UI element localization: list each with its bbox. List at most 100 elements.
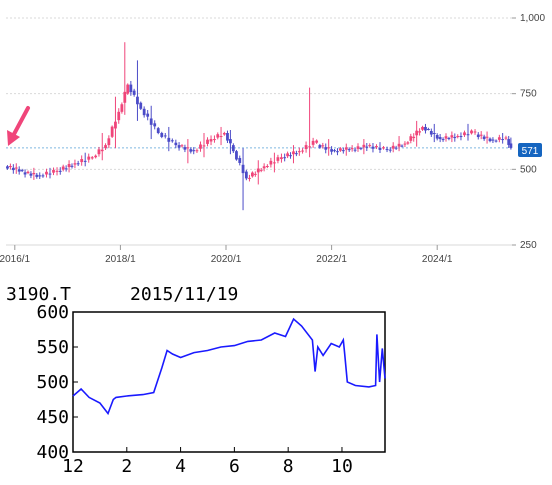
candle-body	[450, 135, 454, 138]
candle-body	[476, 134, 480, 138]
candle-body	[149, 118, 153, 125]
candles	[6, 42, 513, 211]
candle-body	[406, 142, 410, 144]
candle-body	[308, 146, 311, 148]
candle-body	[276, 157, 280, 161]
candle-body	[470, 130, 473, 134]
candle-body	[222, 133, 226, 135]
x-tick-label: 2018/1	[105, 254, 136, 265]
candle-body	[226, 133, 229, 141]
axis-ticks	[72, 311, 343, 453]
candle-body	[97, 149, 101, 155]
candle-body	[371, 146, 375, 149]
candle-body	[286, 153, 289, 157]
x-tick-label: 2020/1	[211, 254, 242, 265]
candle-body	[80, 159, 84, 163]
candle-body	[213, 139, 216, 141]
candle-body	[174, 142, 178, 146]
candle-body	[368, 145, 372, 147]
candle-body	[238, 157, 242, 163]
candle-body	[156, 128, 160, 134]
candle-body	[67, 163, 71, 168]
date-label: 2015/11/19	[130, 284, 238, 305]
candle-body	[136, 96, 139, 105]
candle-body	[409, 136, 413, 141]
candle-body	[107, 138, 111, 146]
candle-body	[132, 90, 136, 95]
candle-body	[403, 143, 407, 145]
x-axis-labels: 12 2 4 6 8 10	[62, 456, 353, 477]
candle-body	[301, 150, 304, 152]
x-tick-label: 10	[331, 456, 353, 477]
candle-body	[509, 143, 513, 148]
candle-body	[485, 136, 489, 138]
candle-body	[339, 148, 342, 151]
left-arrow-icon	[7, 106, 30, 146]
candle-body	[497, 137, 501, 140]
candle-body	[318, 145, 322, 148]
candle-body	[38, 175, 42, 177]
candle-body	[327, 147, 331, 149]
candle-body	[94, 155, 98, 158]
candle-body	[280, 157, 283, 160]
gridlines	[6, 17, 516, 246]
y-tick-label: 500	[36, 372, 69, 393]
candle-body	[142, 108, 146, 116]
candle-body	[382, 147, 385, 149]
candle-body	[9, 166, 12, 168]
candle-body	[219, 136, 223, 138]
y-tick-label: 600	[36, 302, 69, 323]
candle-body	[418, 131, 421, 133]
x-tick-label: 8	[283, 456, 294, 477]
candle-body	[123, 91, 127, 103]
candle-body	[375, 146, 378, 148]
candle-body	[315, 140, 319, 143]
candle-body	[55, 170, 59, 172]
candle-body	[167, 137, 171, 142]
candle-body	[244, 171, 248, 179]
candle-body	[126, 84, 130, 94]
candle-body	[231, 145, 235, 152]
candle-body	[333, 150, 336, 152]
candle-body	[463, 132, 466, 136]
price-line	[72, 317, 386, 416]
candle-body	[206, 139, 209, 144]
last-price-badge-bg	[518, 143, 542, 157]
candle-body	[90, 157, 94, 159]
candle-body	[459, 136, 463, 138]
x-axis-labels: 2016/1 2018/1 2020/1 2022/1 2024/1	[0, 245, 453, 265]
candle-body	[385, 149, 389, 151]
candle-body	[202, 145, 206, 147]
candle-body	[453, 137, 457, 139]
candle-body	[52, 169, 55, 173]
y-tick-label: 250	[520, 240, 537, 251]
candle-body	[241, 164, 245, 174]
candle-body	[262, 166, 266, 169]
candle-body	[441, 139, 445, 141]
candle-body	[482, 136, 486, 140]
candle-body	[146, 113, 150, 117]
x-tick-label: 4	[175, 456, 186, 477]
candle-body	[321, 145, 325, 147]
y-tick-label: 550	[36, 337, 69, 358]
candle-body	[251, 172, 254, 177]
candle-body	[388, 149, 392, 151]
y-tick-label: 400	[36, 442, 69, 463]
candle-body	[117, 111, 121, 121]
candle-body	[229, 139, 232, 144]
candle-body	[265, 166, 269, 168]
candle-body	[256, 168, 260, 173]
candle-body	[341, 150, 345, 152]
candle-body	[11, 167, 15, 171]
candle-body	[45, 171, 48, 175]
candle-body	[183, 147, 187, 150]
x-tick-label: 2016/1	[0, 254, 31, 265]
candle-body	[139, 102, 143, 109]
candle-body	[491, 139, 495, 141]
candle-body	[170, 140, 174, 142]
ticker-label: 3190.T	[6, 284, 71, 305]
candle-body	[20, 170, 24, 172]
candle-body	[421, 126, 424, 130]
candle-body	[209, 139, 213, 142]
x-tick-label: 2024/1	[422, 254, 453, 265]
